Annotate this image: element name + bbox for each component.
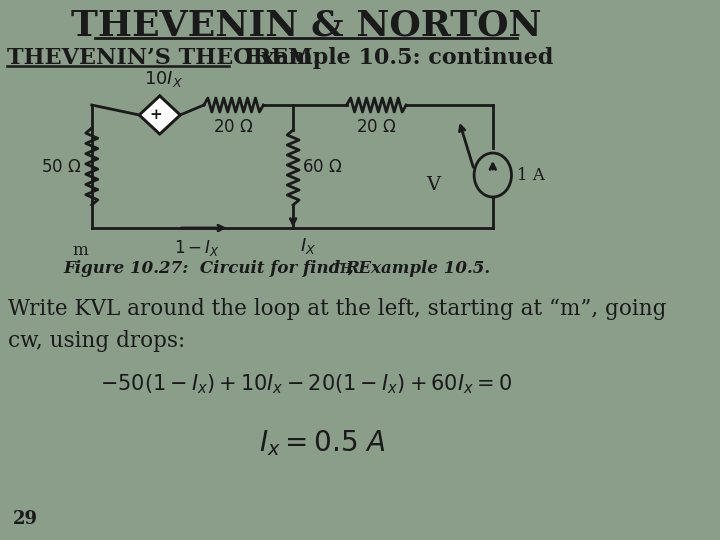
Text: $50\ \Omega$: $50\ \Omega$ bbox=[41, 159, 81, 176]
Text: V: V bbox=[426, 176, 441, 194]
Text: 29: 29 bbox=[13, 510, 37, 528]
Text: $20\ \Omega$: $20\ \Omega$ bbox=[356, 119, 397, 136]
Text: THEVENIN & NORTON: THEVENIN & NORTON bbox=[71, 9, 541, 43]
Text: Figure 10.27:  Circuit for find R: Figure 10.27: Circuit for find R bbox=[64, 260, 361, 277]
Text: $20\ \Omega$: $20\ \Omega$ bbox=[213, 119, 254, 136]
Text: cw, using drops:: cw, using drops: bbox=[9, 330, 186, 352]
Text: +: + bbox=[149, 108, 162, 122]
Text: m: m bbox=[73, 242, 89, 259]
Text: 1 A: 1 A bbox=[516, 166, 544, 184]
Text: Example 10.5: continued: Example 10.5: continued bbox=[230, 47, 554, 69]
Text: TH: TH bbox=[331, 263, 352, 276]
Text: , Example 10.5.: , Example 10.5. bbox=[346, 260, 490, 277]
Text: $I_X$: $I_X$ bbox=[300, 236, 316, 256]
Text: $10I_X$: $10I_X$ bbox=[145, 69, 184, 89]
Text: $-50(1-I_x)+10I_x-20(1-I_x)+60I_x=0$: $-50(1-I_x)+10I_x-20(1-I_x)+60I_x=0$ bbox=[100, 372, 512, 396]
Text: $I_x=0.5\ A$: $I_x=0.5\ A$ bbox=[259, 428, 386, 458]
Text: THEVENIN’S THEOREM:: THEVENIN’S THEOREM: bbox=[6, 47, 320, 69]
Text: $60\ \Omega$: $60\ \Omega$ bbox=[302, 159, 342, 176]
Text: $1 - I_X$: $1 - I_X$ bbox=[174, 238, 220, 258]
Text: Write KVL around the loop at the left, starting at “m”, going: Write KVL around the loop at the left, s… bbox=[9, 298, 667, 320]
Polygon shape bbox=[140, 96, 180, 134]
